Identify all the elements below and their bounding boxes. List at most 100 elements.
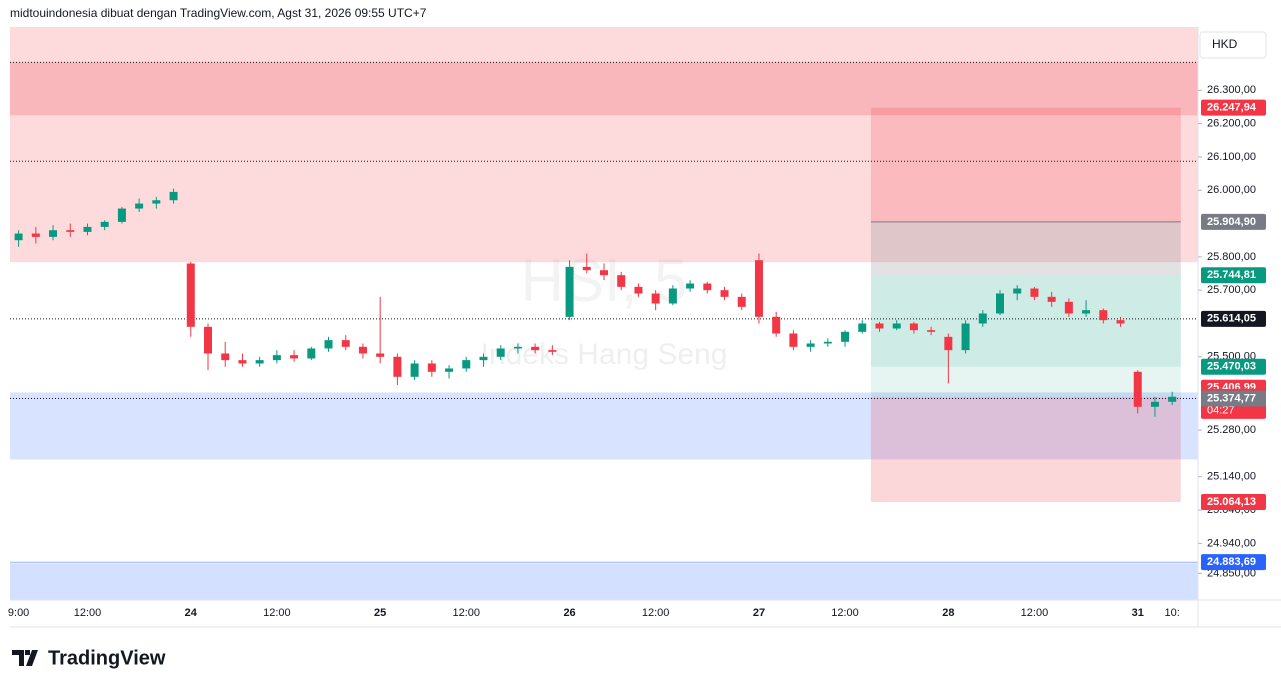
candle-body <box>204 326 212 354</box>
y-tick-label: 25.700,00 <box>1207 284 1256 296</box>
candle-body <box>668 288 677 304</box>
candle-body <box>496 348 505 357</box>
candle-body <box>565 266 574 317</box>
candle-body <box>1168 396 1177 402</box>
candle-body <box>944 336 953 351</box>
y-tick-label: 26.200,00 <box>1207 118 1256 130</box>
candle-body <box>978 313 987 324</box>
price-badge <box>1201 310 1266 327</box>
candle-body <box>290 355 299 359</box>
candle-body <box>720 290 729 297</box>
candle-body <box>513 346 522 349</box>
x-tick-label: 12:00 <box>642 607 670 619</box>
zone <box>10 563 1198 600</box>
y-tick-label: 26.000,00 <box>1207 184 1256 196</box>
candle-body <box>1047 296 1056 302</box>
watermark-subtitle: Indeks Hang Seng <box>481 338 728 371</box>
header-title: midtouindonesia dibuat dengan TradingVie… <box>10 6 427 20</box>
y-tick-label: 24.940,00 <box>1207 537 1256 549</box>
candle-body <box>909 323 918 331</box>
x-tick-label: 12:00 <box>1021 607 1049 619</box>
x-tick-label: 12:00 <box>74 607 102 619</box>
price-badge <box>1201 554 1266 571</box>
y-tick-label: 25.280,00 <box>1207 424 1256 436</box>
x-tick-label: 12:00 <box>263 607 291 619</box>
candle-body <box>1116 320 1125 324</box>
price-badge <box>1201 390 1266 407</box>
zones <box>10 27 1198 600</box>
candle-body <box>806 343 815 347</box>
candle-body <box>462 360 471 369</box>
price-badge <box>1201 267 1266 284</box>
y-tick-label: 25.800,00 <box>1207 251 1256 263</box>
price-badge-label: 25.374,77 <box>1207 392 1256 404</box>
candle-body <box>49 230 58 237</box>
candle-body <box>169 191 178 201</box>
candle-body <box>1099 310 1108 321</box>
y-tick-label: 24.850,00 <box>1207 567 1256 579</box>
candle-body <box>135 203 144 209</box>
x-tick-label: 28 <box>942 607 954 619</box>
price-badge-label: 25.470,03 <box>1207 361 1256 373</box>
y-tick-label: 25.140,00 <box>1207 471 1256 483</box>
watermark: HSI, 5 <box>521 247 688 314</box>
candle-body <box>892 323 901 329</box>
x-tick-label: 9:00 <box>8 607 29 619</box>
candle-body <box>600 270 608 276</box>
candle-body <box>841 331 850 342</box>
candle-body <box>427 363 436 372</box>
candle-body <box>307 348 316 359</box>
candle-body <box>772 316 781 334</box>
countdown: 04:27 <box>1207 405 1235 417</box>
candle-body <box>996 293 1004 314</box>
candle-body <box>737 296 746 307</box>
price-badge-label: 24.883,69 <box>1207 556 1256 568</box>
y-tick-label: 26.100,00 <box>1207 151 1256 163</box>
candle-body <box>634 286 643 294</box>
candle-body <box>479 356 488 361</box>
candle-body <box>152 200 161 204</box>
candle-body <box>823 341 832 344</box>
candle-body <box>272 355 281 361</box>
candle-body <box>255 360 264 364</box>
position-box <box>870 366 1181 397</box>
price-badge-label: 25.744,81 <box>1207 269 1256 281</box>
candle-body <box>376 353 385 357</box>
price-badge <box>1201 213 1266 230</box>
candle-body <box>1150 401 1159 407</box>
currency-box[interactable] <box>1199 31 1267 59</box>
candle-body <box>393 356 402 377</box>
candle-body <box>703 283 712 291</box>
candle-body <box>686 283 695 289</box>
axis: 26.300,00 26.200,00 26.100,00 26.000,00 25.8… <box>8 84 1266 619</box>
candle-body <box>410 363 419 377</box>
position-box <box>870 396 1181 503</box>
position-box <box>870 221 1181 276</box>
price-badge-label: 26.247,94 <box>1207 102 1257 114</box>
x-tick-label: 27 <box>753 607 765 619</box>
position-box <box>870 275 1181 367</box>
candle-body <box>858 323 867 332</box>
candle-body <box>617 275 626 287</box>
candle-body <box>1133 371 1142 407</box>
y-tick-label: 26.300,00 <box>1207 84 1256 96</box>
price-badge <box>1201 99 1266 116</box>
candle-body <box>238 360 247 364</box>
candle-body <box>1030 288 1039 297</box>
candle-body <box>651 293 660 304</box>
price-badge-label: 25.614,05 <box>1207 313 1256 325</box>
candle-body <box>358 346 367 354</box>
x-tick-label: 25 <box>374 607 386 619</box>
candle-body <box>1013 288 1022 294</box>
currency: HKD <box>1212 37 1238 51</box>
candle-body <box>186 263 195 327</box>
candle-body <box>324 340 333 349</box>
zone <box>10 27 1198 263</box>
candle-body <box>531 346 540 351</box>
logo-text: TradingView <box>48 647 166 669</box>
x-tick-label: 10: <box>1165 607 1180 619</box>
candle-body <box>66 230 75 232</box>
x-tick-label: 12:00 <box>831 607 859 619</box>
x-tick-label: 24 <box>185 607 198 619</box>
candle-body <box>221 353 230 361</box>
